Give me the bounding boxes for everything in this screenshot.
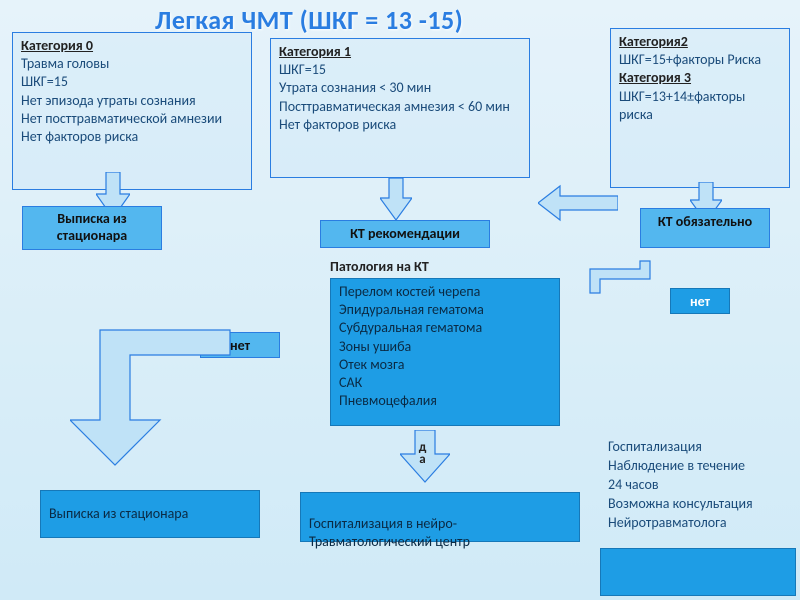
arrow-ktreq-branch (580, 255, 680, 305)
box-discharge-2-text: Выписка из стационара (49, 505, 188, 523)
cat0-l3: Нет посттравматической амнезии (21, 110, 243, 128)
block-pathology: Патология на КТ (330, 258, 560, 277)
cat3-line: ШКГ=13+14±факторы риска (619, 88, 781, 124)
box-hospitalize-center-text: Госпитализация в нейро- Травматологическ… (309, 515, 470, 550)
arrow-cat23-to-ktrec (538, 182, 618, 222)
path-l3: Зоны ушиба (339, 338, 551, 356)
cat0-heading: Категория 0 (21, 37, 243, 55)
obs-l1: Наблюдение в течение (608, 457, 798, 476)
label-da-text: да (416, 440, 429, 464)
label-no-right-text: нет (690, 293, 710, 310)
path-l2: Субдуральная гематома (339, 319, 551, 337)
cat2-heading: Категория2 (619, 33, 781, 51)
obs-l2: 24 часов (608, 476, 798, 495)
label-da: да (416, 440, 434, 464)
path-l5: САК (339, 374, 551, 392)
cat0-l1: ШКГ=15 (21, 73, 243, 91)
cat2-line: ШКГ=15+факторы Риска (619, 51, 781, 69)
cat1-l2: Посттравматическая амнезия < 60 мин (279, 98, 521, 116)
path-l1: Эпидуральная гематома (339, 301, 551, 319)
cat0-l4: Нет факторов риска (21, 128, 243, 146)
pathology-heading: Патология на КТ (330, 258, 560, 277)
box-category-2-3: Категория2 ШКГ=15+факторы Риска Категори… (610, 28, 790, 188)
path-l6: Пневмоцефалия (339, 392, 551, 410)
box-observation-bg (600, 548, 796, 596)
label-kt-rec: КТ рекомендации (320, 220, 490, 248)
cat3-heading: Категория 3 (619, 69, 781, 87)
box-discharge-2: Выписка из стационара (40, 490, 260, 538)
path-l0: Перелом костей черепа (339, 283, 551, 301)
cat0-l2: Нет эпизода утраты сознания (21, 92, 243, 110)
label-kt-req: КТ обязательно (640, 208, 770, 248)
cat1-l1: Утрата сознания < 30 мин (279, 79, 521, 97)
cat1-heading: Категория 1 (279, 43, 521, 61)
obs-l0: Госпитализация (608, 438, 798, 457)
label-discharge-1: Выписка из стационара (22, 206, 162, 250)
label-kt-req-text: КТ обязательно (658, 213, 752, 230)
path-l4: Отек мозга (339, 356, 551, 374)
box-pathology-list: Перелом костей черепа Эпидуральная гемат… (330, 278, 560, 426)
block-observation: Госпитализация Наблюдение в течение 24 ч… (608, 438, 798, 532)
arrow-cat1-down (380, 178, 412, 222)
obs-l3: Возможна консультация (608, 495, 798, 514)
cat1-l0: ШКГ=15 (279, 61, 521, 79)
label-discharge-1-text: Выписка из стационара (57, 210, 127, 244)
cat1-l3: Нет факторов риска (279, 116, 521, 134)
box-category-0: Категория 0 Травма головы ШКГ=15 Нет эпи… (12, 32, 252, 190)
arrow-no-left-down (70, 300, 240, 470)
obs-l4: Нейротравматолога (608, 514, 798, 533)
box-category-1: Категория 1 ШКГ=15 Утрата сознания < 30 … (270, 38, 530, 178)
label-kt-rec-text: КТ рекомендации (350, 225, 460, 242)
diagram-canvas: Легкая ЧМТ (ШКГ = 13 -15) Категория 0 Тр… (0, 0, 800, 600)
box-hospitalize-center: Госпитализация в нейро- Травматологическ… (300, 492, 580, 542)
cat0-l0: Травма головы (21, 55, 243, 73)
